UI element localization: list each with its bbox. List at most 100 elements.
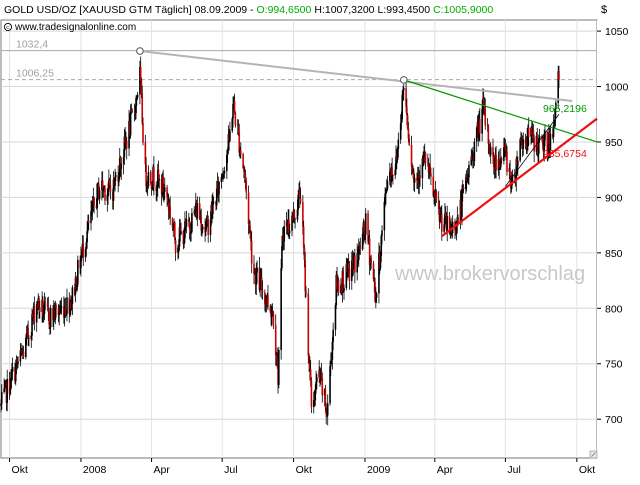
candle-body	[378, 252, 380, 294]
candle-body	[461, 186, 464, 193]
candle-body	[543, 140, 546, 153]
candle-body	[383, 201, 386, 231]
candle-body	[444, 213, 447, 216]
candle-body	[326, 403, 329, 416]
candle-body	[499, 167, 501, 169]
candle-body	[209, 219, 212, 235]
candle-body	[80, 257, 82, 269]
candle-body	[85, 242, 88, 249]
candle-body	[402, 88, 405, 91]
candle-body	[538, 136, 541, 139]
candle-body	[484, 107, 487, 126]
candle-body	[386, 181, 389, 190]
candle-body	[250, 241, 253, 264]
candle-body	[337, 280, 340, 294]
candle-body	[150, 183, 153, 189]
y-tick-label: 1050	[605, 26, 629, 38]
candle-body	[294, 218, 296, 220]
candle-body	[309, 362, 311, 370]
candle-body	[280, 268, 282, 350]
y-tick-label: 950	[605, 137, 623, 149]
trend-line-gray	[139, 50, 573, 102]
candle-body	[6, 378, 9, 403]
candle-body	[312, 400, 315, 407]
candle-body	[271, 313, 273, 317]
candle-body	[261, 290, 264, 293]
candle-body	[397, 139, 400, 150]
candle-body	[527, 127, 530, 137]
candle-body	[405, 88, 407, 107]
candle-body	[31, 314, 33, 336]
candle-body	[226, 154, 228, 172]
candle-body	[466, 176, 469, 181]
candle-body	[321, 378, 324, 396]
candle-body	[123, 136, 126, 158]
candle-body	[260, 277, 263, 291]
candle-body	[243, 171, 246, 175]
candle-body	[107, 189, 109, 195]
candle-body	[406, 115, 409, 129]
candle-body	[527, 127, 529, 147]
candle-body	[221, 176, 223, 178]
candle-body	[506, 151, 508, 172]
candle-body	[245, 180, 248, 193]
anchor-marker	[399, 76, 408, 84]
candle-body	[35, 304, 38, 323]
candle-body	[77, 259, 79, 285]
candle-body	[151, 186, 154, 189]
candle-body	[179, 227, 182, 234]
candle-body	[119, 157, 122, 169]
candle-body	[139, 67, 141, 95]
candle-body	[157, 169, 160, 180]
candle-body	[156, 187, 158, 192]
candle-body	[27, 327, 29, 339]
x-tick-label: 2009	[367, 464, 391, 476]
candle-body	[283, 226, 286, 242]
candle-body	[394, 169, 397, 176]
candle-body	[399, 123, 402, 140]
candle-body	[256, 267, 258, 273]
candle-body	[46, 303, 49, 307]
candle-body	[329, 366, 331, 404]
candle-body	[372, 263, 375, 280]
candle-body	[189, 228, 192, 234]
candle-body	[90, 210, 93, 212]
candle-body	[411, 166, 414, 172]
y-tick-label: 750	[605, 359, 623, 371]
candle-body	[396, 149, 399, 160]
candle-body	[391, 167, 393, 176]
candle-body	[395, 156, 397, 170]
candle-body	[375, 297, 377, 302]
candle-body	[298, 189, 301, 199]
candle-body	[359, 245, 362, 250]
candle-body	[504, 143, 507, 151]
candle-body	[177, 247, 179, 253]
candle-body	[234, 113, 237, 126]
candle-body	[191, 213, 193, 232]
candle-body	[84, 248, 87, 258]
candle-body	[381, 230, 383, 236]
candle-body	[505, 150, 508, 152]
candle-body	[17, 361, 19, 364]
y-tick-label: 700	[605, 414, 623, 426]
candle-body	[267, 295, 269, 307]
candle-body	[347, 263, 350, 269]
candle-body	[243, 167, 245, 172]
candle-body	[255, 272, 258, 285]
candle-body	[343, 287, 345, 292]
candle-body	[330, 361, 332, 367]
candle-body	[352, 262, 355, 270]
candle-body	[439, 214, 442, 222]
candle-body	[260, 276, 262, 278]
candle-body	[492, 156, 495, 168]
candle-body	[487, 125, 490, 144]
candle-body	[278, 349, 280, 385]
candle-body	[220, 177, 223, 183]
candle-body	[470, 156, 473, 165]
candle-body	[86, 231, 88, 243]
candle-body	[114, 176, 116, 186]
candle-body	[158, 179, 161, 180]
candle-body	[76, 284, 78, 291]
candle-body	[354, 255, 356, 273]
candle-body	[380, 235, 383, 256]
